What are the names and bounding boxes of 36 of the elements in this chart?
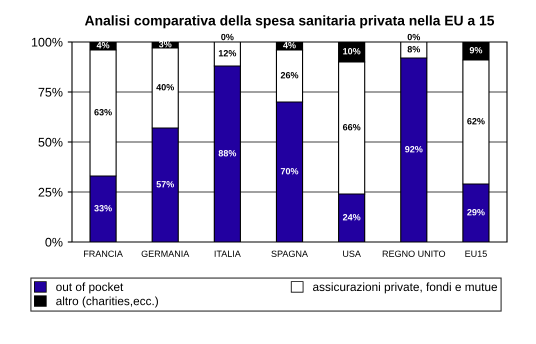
data-label: 10% [343,48,360,54]
chart-title: Analisi comparativa della spesa sanitaria privata nella EU a 15 [84,15,494,28]
data-label: 29% [467,209,485,216]
data-label: 0% [221,34,234,40]
data-label: 62% [467,118,485,124]
y-tick-label: 0% [45,238,63,247]
x-tick-label: REGNO UNITO [382,250,446,257]
y-tick-label: 100% [32,38,63,47]
legend-label: altro (charities,ecc.) [56,296,158,308]
data-label: 40% [156,84,174,90]
data-label: 88% [218,150,236,156]
legend-label: assicurazioni private, fondi e mutue [313,282,498,294]
x-tick-label: FRANCIA [84,250,123,257]
data-label: 57% [156,181,174,188]
y-tick-label: 25% [38,188,63,197]
data-label: 0% [408,34,420,40]
x-tick-label: EU15 [465,250,487,257]
x-tick-label: USA [343,250,361,257]
legend-label: out of pocket [56,282,124,294]
data-label: 24% [342,214,360,220]
data-label: 92% [405,146,423,152]
data-label: 70% [280,168,298,174]
y-tick-label: 50% [38,138,63,147]
x-tick-label: SPAGNA [271,250,308,257]
data-label: 66% [342,124,360,130]
data-label: 33% [94,205,112,212]
x-tick-label: GERMANIA [142,250,190,257]
data-label: 12% [218,50,236,56]
data-label: 4% [96,42,110,48]
data-label: 8% [408,46,420,52]
y-tick-label: 75% [38,88,63,97]
data-label: 9% [470,47,482,54]
data-label: 63% [94,109,112,116]
data-label: 4% [283,42,296,48]
x-tick-label: ITALIA [214,250,241,257]
data-label: 26% [280,72,298,78]
